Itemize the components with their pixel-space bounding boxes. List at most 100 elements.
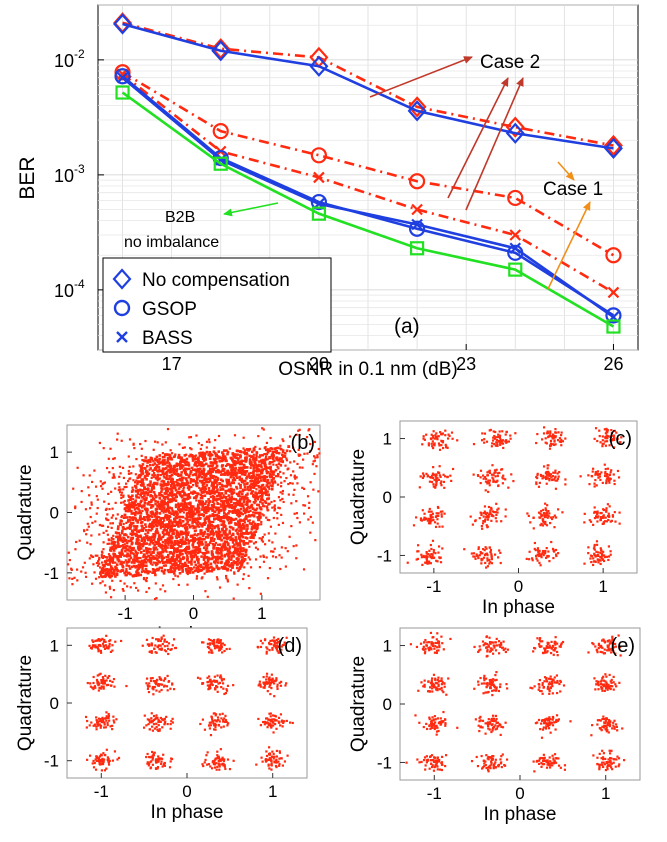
constellation-point <box>193 552 197 556</box>
constellation-point <box>284 464 287 467</box>
constellation-point <box>193 491 197 495</box>
constellation-point <box>593 506 596 509</box>
constellation-point <box>238 552 241 556</box>
constellation-point <box>233 572 236 575</box>
constellation-point <box>160 569 164 573</box>
constellation-point <box>420 553 423 556</box>
constellation-point <box>247 531 250 535</box>
constellation-point <box>425 551 428 554</box>
constellation-point <box>241 556 245 559</box>
constellation-point <box>613 482 616 486</box>
constellation-point <box>296 482 299 485</box>
constellation-point <box>441 525 444 528</box>
constellation-point <box>234 498 238 501</box>
constellation-point <box>173 541 176 544</box>
constellation-point <box>218 530 221 533</box>
constellation-point <box>157 519 160 523</box>
constellation-point <box>142 459 146 462</box>
constellation-point <box>203 490 206 493</box>
constellation-point <box>239 565 242 569</box>
constellation-point <box>261 427 264 430</box>
constellation-point <box>115 535 118 539</box>
constellation-point <box>129 551 133 555</box>
constellation-point <box>185 479 189 483</box>
constellation-point <box>439 475 442 478</box>
constellation-point <box>593 552 596 555</box>
constellation-point <box>222 522 225 526</box>
constellation-point <box>196 551 200 555</box>
constellation-point <box>245 482 249 486</box>
constellation-point <box>547 515 550 518</box>
constellation-point <box>194 482 198 485</box>
constellation-point <box>284 547 287 550</box>
constellation-point <box>512 479 515 483</box>
constellation-point <box>588 483 591 486</box>
constellation-point <box>138 565 142 569</box>
constellation-point <box>80 490 83 493</box>
constellation-point <box>124 549 127 553</box>
constellation-point <box>185 453 188 456</box>
constellation-point <box>433 478 436 481</box>
constellation-point <box>230 492 233 496</box>
constellation-point <box>234 469 237 473</box>
constellation-point <box>213 525 217 528</box>
constellation-point <box>211 467 214 471</box>
constellation-point <box>547 550 550 553</box>
constellation-point <box>248 514 252 518</box>
constellation-point <box>153 515 157 518</box>
constellation-point <box>151 511 155 515</box>
constellation-point <box>498 549 501 552</box>
constellation-point <box>243 558 247 561</box>
constellation-point <box>305 436 309 439</box>
constellation-point <box>553 440 556 443</box>
constellation-point <box>144 570 147 574</box>
constellation-point <box>271 447 274 451</box>
constellation-point <box>558 440 561 443</box>
constellation-point <box>155 464 159 467</box>
constellation-point <box>138 473 141 477</box>
constellation-point <box>198 474 202 477</box>
constellation-point <box>264 467 267 470</box>
constellation-point <box>230 561 233 565</box>
constellation-point <box>162 511 165 514</box>
constellation-point <box>487 516 490 519</box>
constellation-point <box>170 534 173 538</box>
constellation-point <box>268 502 271 505</box>
constellation-point <box>172 498 175 501</box>
constellation-point <box>539 512 542 515</box>
constellation-point <box>540 556 543 559</box>
constellation-point <box>215 470 218 474</box>
constellation-point <box>150 498 153 502</box>
constellation-point <box>187 502 191 505</box>
constellation-point <box>125 516 129 519</box>
constellation-point <box>226 568 229 572</box>
constellation-point <box>136 569 139 572</box>
constellation-point <box>232 462 236 466</box>
constellation-point <box>215 566 219 569</box>
constellation-point <box>101 487 104 490</box>
constellation-point <box>221 453 225 456</box>
constellation-point <box>428 480 432 483</box>
constellation-point <box>282 449 285 452</box>
constellation-point <box>117 538 120 541</box>
constellation-point <box>267 532 270 535</box>
constellation-point <box>119 472 122 475</box>
constellation-point <box>166 538 169 542</box>
constellation-point <box>137 566 140 569</box>
constellation-point <box>428 507 431 511</box>
constellation-point <box>187 463 191 467</box>
constellation-point <box>80 570 83 573</box>
constellation-point <box>246 509 249 512</box>
constellation-point <box>529 521 532 524</box>
constellation-point <box>149 494 153 498</box>
constellation-point <box>103 574 106 578</box>
constellation-point <box>431 512 434 515</box>
constellation-point <box>217 518 220 521</box>
constellation-point <box>142 526 146 530</box>
constellation-point <box>484 518 487 521</box>
constellation-point <box>133 501 136 505</box>
constellation-point <box>261 540 265 543</box>
constellation-point <box>227 512 230 515</box>
constellation-point <box>162 523 166 527</box>
constellation-point <box>202 546 206 550</box>
